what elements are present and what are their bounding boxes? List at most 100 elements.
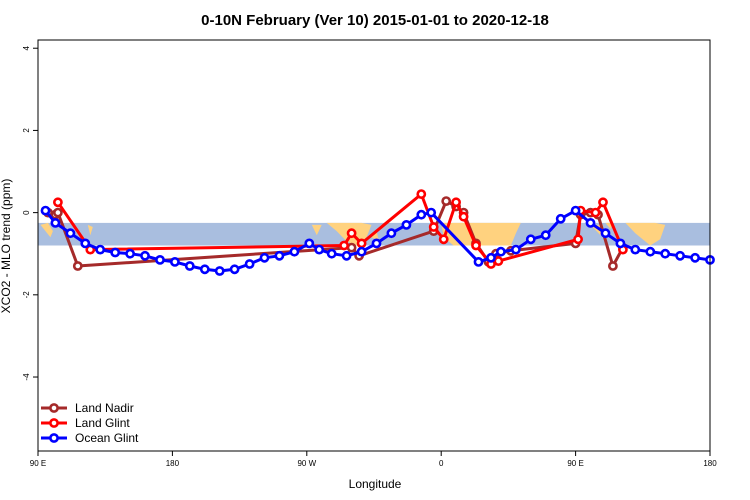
legend-marker [49,403,59,413]
data-point [585,217,596,228]
data-point [386,228,397,239]
data-point [341,250,352,261]
data-point [140,250,150,261]
x-tick-label: 90 E [567,459,583,468]
y-axis: 4 2 0 -2 -4 [22,45,38,381]
data-point [570,205,581,216]
legend-item: Land Nadir [41,401,134,415]
x-axis: 90 E 180 90 W 0 90 E 180 [30,451,717,468]
x-tick-label: 180 [166,459,180,468]
data-point [600,228,611,239]
x-tick-label: 90 W [297,459,316,468]
x-tick-label: 180 [703,459,717,468]
legend-item: Ocean Glint [41,431,139,445]
data-point [675,250,685,261]
data-point [590,207,601,218]
x-tick-label: 90 E [30,459,46,468]
data-point [346,242,357,253]
data-point [169,256,180,267]
data-point [229,264,240,275]
data-point [346,228,357,239]
plot-area [37,39,715,452]
data-point [473,256,484,267]
data-point [53,197,63,208]
data-point [555,213,566,224]
data-point [289,246,300,257]
data-point [339,240,349,251]
data-point [690,252,700,263]
data-point [214,266,225,276]
land-patch [311,224,322,236]
data-point [645,246,656,257]
data-point [458,211,469,222]
data-point [304,238,315,249]
data-point [471,240,481,251]
series-layer [40,189,715,276]
data-point [428,222,439,232]
legend-item: Land Glint [41,416,130,430]
data-point [371,238,382,249]
data-point [110,247,121,258]
land-patch [625,222,666,246]
data-point [486,252,496,263]
data-point [314,244,325,255]
data-point [416,189,427,199]
series-ocean-glint [40,205,715,276]
data-point [95,244,106,255]
data-point [80,238,91,249]
data-point [608,261,618,271]
land-patch [87,224,93,236]
chart-title: 0-10N February (Ver 10) 2015-01-01 to 20… [201,12,549,29]
data-point [184,261,195,271]
data-point [125,248,136,259]
data-point [511,244,521,255]
y-tick-label: 0 [22,210,31,215]
data-point [495,246,506,257]
data-point [244,259,255,269]
data-point [155,254,165,265]
land-patch [441,222,521,246]
x-tick-label: 0 [439,459,444,468]
legend-label: Land Nadir [75,401,134,415]
y-axis-label: XCO2 - MLO trend (ppm) [0,179,13,314]
data-point [50,217,61,228]
legend-marker [49,433,59,443]
data-point [615,238,626,249]
legend-label: Land Glint [75,416,130,430]
data-point [493,256,504,266]
data-point [540,230,551,241]
legend-label: Ocean Glint [75,431,139,445]
data-point [660,248,671,259]
x-axis-label: Longitude [349,477,402,491]
data-point [199,264,210,275]
data-point [573,234,583,245]
data-point [40,205,51,216]
data-point [598,197,608,208]
data-point [451,197,461,208]
data-point [356,246,367,257]
data-point [72,261,83,271]
data-point [441,196,452,206]
data-point [65,228,76,239]
data-point [53,207,63,218]
data-point [630,244,641,255]
y-tick-label: -4 [22,373,31,381]
data-point [259,252,270,263]
y-tick-label: 2 [22,128,31,133]
data-point [438,234,449,245]
data-point [356,238,367,249]
land-patch [590,224,603,236]
y-tick-label: 4 [22,45,31,50]
data-point [426,207,437,218]
plot-frame [37,39,711,452]
data-point [274,250,285,261]
data-point [416,209,427,220]
data-point [525,234,536,245]
y-tick-label: -2 [22,291,31,299]
data-point [401,219,412,230]
legend-marker [49,418,59,428]
land-patch [40,222,53,238]
data-point [326,248,337,259]
